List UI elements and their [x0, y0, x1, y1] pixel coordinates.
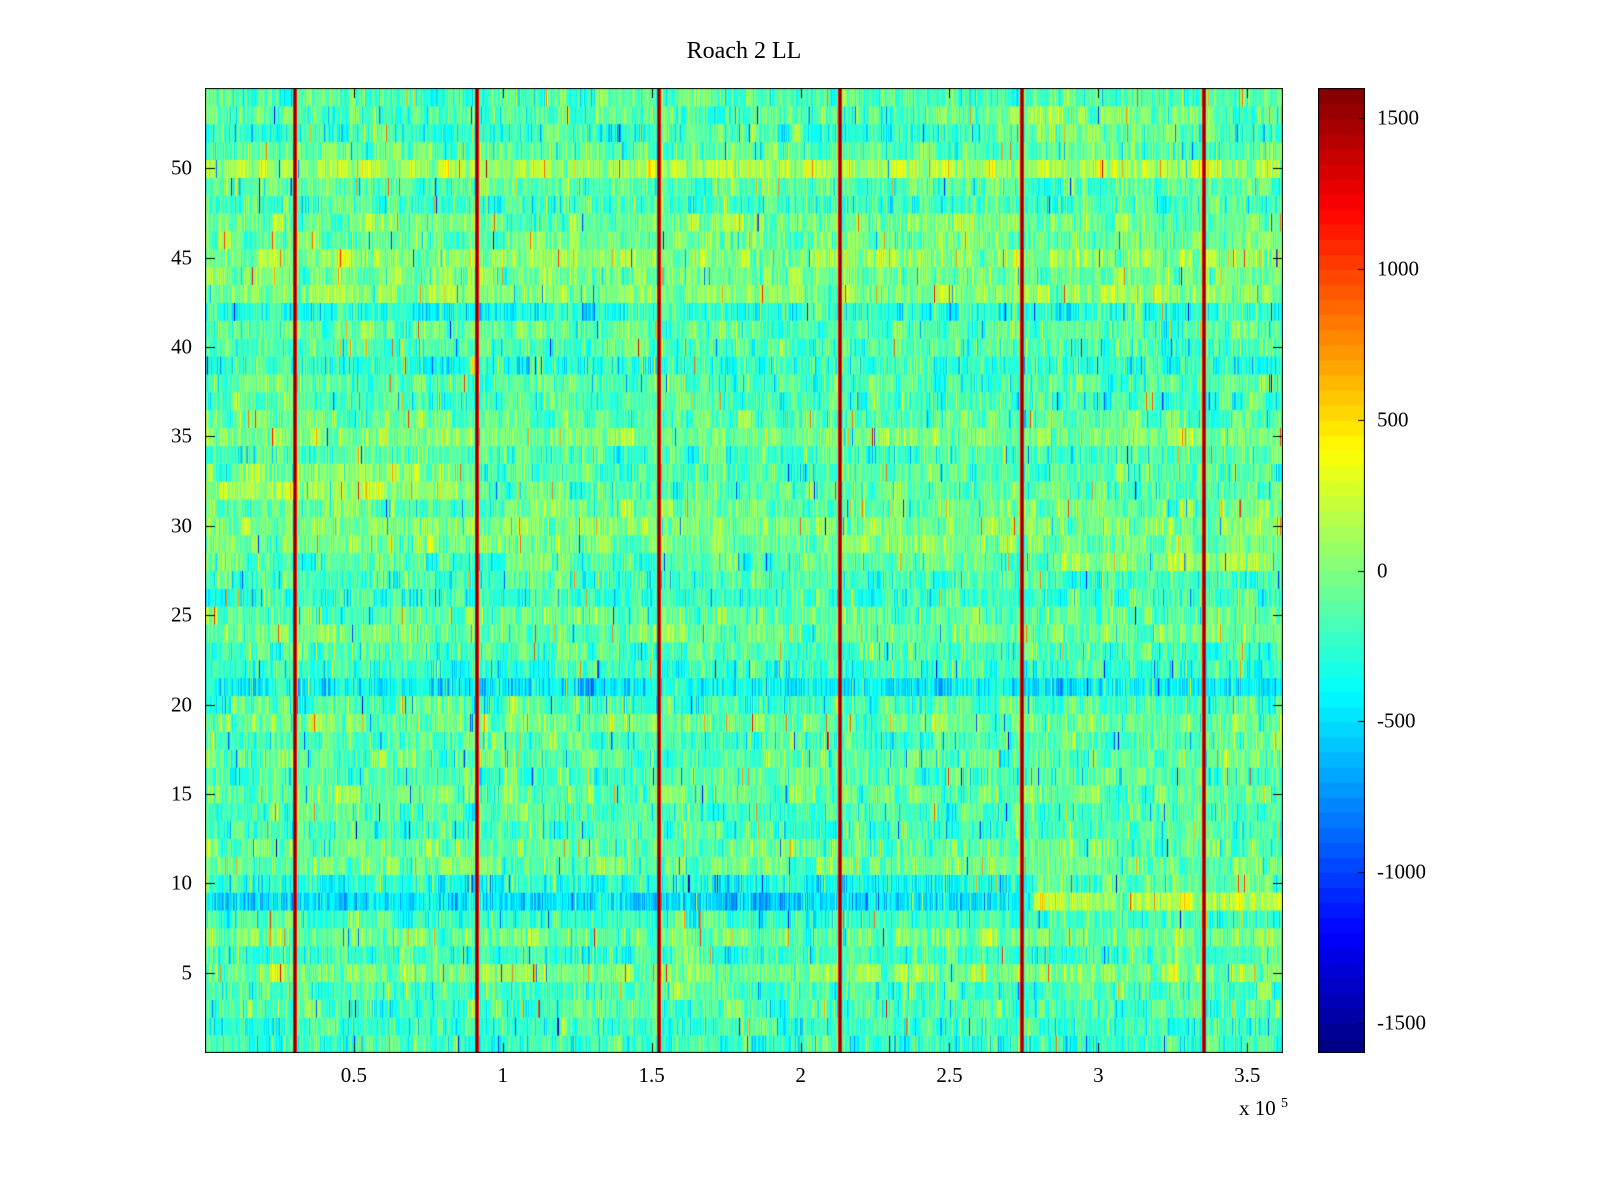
x-axis-multiplier: x 10 5 — [205, 1096, 1288, 1121]
y-tick-label: 45 — [171, 245, 192, 270]
x-tick-label: 2.5 — [936, 1063, 963, 1087]
colorbar-tick-label: -500 — [1377, 708, 1416, 733]
y-tick-label: 40 — [171, 334, 192, 359]
colorbar-tick-label: 1500 — [1377, 105, 1419, 130]
y-tick-label: 20 — [171, 692, 192, 717]
colorbar — [1318, 88, 1365, 1053]
heatmap-canvas — [205, 88, 1283, 1053]
chart-title: Roach 2 LL — [686, 38, 802, 64]
y-tick-label: 15 — [171, 781, 192, 806]
colorbar-tick-label: 500 — [1377, 407, 1409, 432]
y-tick-label: 10 — [171, 870, 192, 895]
x-tick-label: 2 — [795, 1063, 806, 1087]
x-tick-label: 0.5 — [340, 1063, 368, 1087]
x-axis-multiplier-exponent: 5 — [1281, 1096, 1288, 1111]
x-tick-label: 1.5 — [638, 1063, 665, 1087]
x-tick-label: 3 — [1093, 1063, 1104, 1087]
y-tick-label: 25 — [171, 602, 192, 627]
y-tick-label: 50 — [171, 155, 192, 180]
x-axis-multiplier-base: x 10 — [1239, 1096, 1276, 1120]
y-tick-label: 30 — [171, 513, 192, 538]
x-tick-label: 3.5 — [1234, 1063, 1261, 1087]
y-tick-label: 35 — [171, 423, 192, 448]
colorbar-tick-label: -1500 — [1377, 1010, 1426, 1035]
y-tick-label: 5 — [181, 960, 193, 985]
colorbar-tick-label: -1000 — [1377, 859, 1426, 884]
colorbar-tick-label: 1000 — [1377, 256, 1419, 281]
x-tick-label: 1 — [497, 1063, 509, 1087]
colorbar-tick-label: 0 — [1377, 558, 1388, 582]
